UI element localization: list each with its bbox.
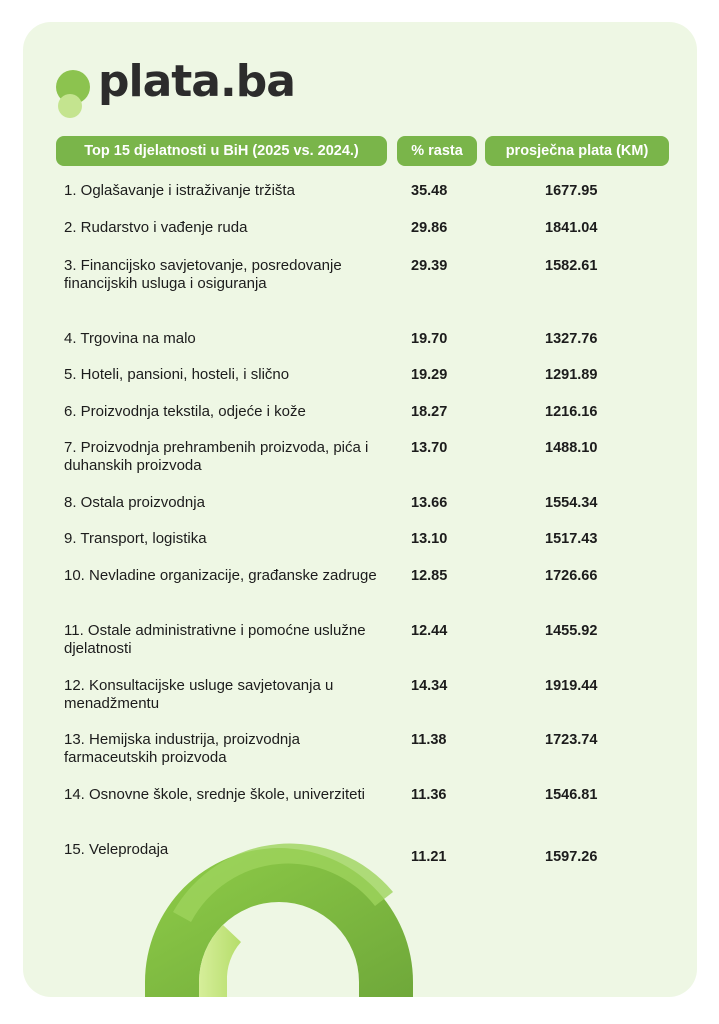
activity-name: 5. Hoteli, pansioni, hosteli, i slično: [64, 366, 290, 383]
activity-name: 8. Ostala proizvodnja: [64, 494, 205, 511]
salary-value: 1517.43: [545, 531, 598, 547]
header-growth: % rasta: [397, 136, 477, 166]
growth-value: 13.10: [411, 531, 448, 547]
activity-name: 11. Ostale administrativne i pomoćne usl…: [64, 622, 366, 657]
activity-name: 10. Nevladine organizacije, građanske za…: [64, 567, 377, 584]
growth-value: 29.39: [411, 258, 448, 274]
salary-value: 1841.04: [545, 220, 598, 236]
salary-value: 1723.74: [545, 732, 598, 748]
growth-value: 19.29: [411, 367, 448, 383]
growth-value: 11.38: [411, 732, 447, 748]
activity-name: 4. Trgovina na malo: [64, 330, 196, 347]
growth-value: 19.70: [411, 331, 448, 347]
growth-value: 13.66: [411, 495, 448, 511]
activity-name: 14. Osnovne škole, srednje škole, univer…: [64, 786, 365, 803]
salary-value: 1291.89: [545, 367, 598, 383]
salary-value: 1554.34: [545, 495, 598, 511]
activity-name: 15. Veleprodaja: [64, 841, 169, 858]
activity-name: 13. Hemijska industrija, proizvodnja far…: [64, 731, 300, 766]
salary-value: 1919.44: [545, 678, 598, 694]
salary-value: 1488.10: [545, 440, 598, 456]
arch-decoration: [145, 843, 413, 997]
activity-name: 1. Oglašavanje i istraživanje tržišta: [64, 182, 295, 199]
salary-value: 1677.95: [545, 183, 598, 199]
growth-value: 12.44: [411, 623, 448, 639]
salary-value: 1455.92: [545, 623, 598, 639]
logo-dot-small-icon: [58, 94, 82, 118]
growth-value: 11.36: [411, 787, 447, 803]
growth-value: 29.86: [411, 220, 448, 236]
activity-name: 3. Financijsko savjetovanje, posredovanj…: [64, 257, 342, 292]
salary-value: 1597.26: [545, 849, 598, 865]
salary-value: 1582.61: [545, 258, 598, 274]
activity-name: 7. Proizvodnja prehrambenih proizvoda, p…: [64, 439, 369, 474]
growth-value: 11.21: [411, 849, 447, 865]
activity-name: 12. Konsultacijske usluge savjetovanja u…: [64, 677, 334, 712]
activity-name: 2. Rudarstvo i vađenje ruda: [64, 219, 248, 236]
growth-value: 14.34: [411, 678, 448, 694]
salary-value: 1546.81: [545, 787, 598, 803]
salary-value: 1327.76: [545, 331, 598, 347]
header-activity: Top 15 djelatnosti u BiH (2025 vs. 2024.…: [56, 136, 387, 166]
growth-value: 18.27: [411, 404, 448, 420]
brand-name: plata.ba: [98, 56, 296, 107]
salary-value: 1216.16: [545, 404, 598, 420]
infographic-card: [23, 22, 697, 997]
salary-value: 1726.66: [545, 568, 598, 584]
activity-name: 9. Transport, logistika: [64, 530, 207, 547]
growth-value: 13.70: [411, 440, 448, 456]
growth-value: 35.48: [411, 183, 448, 199]
activity-name: 6. Proizvodnja tekstila, odjeće i kože: [64, 403, 306, 420]
header-salary: prosječna plata (KM): [485, 136, 669, 166]
growth-value: 12.85: [411, 568, 448, 584]
